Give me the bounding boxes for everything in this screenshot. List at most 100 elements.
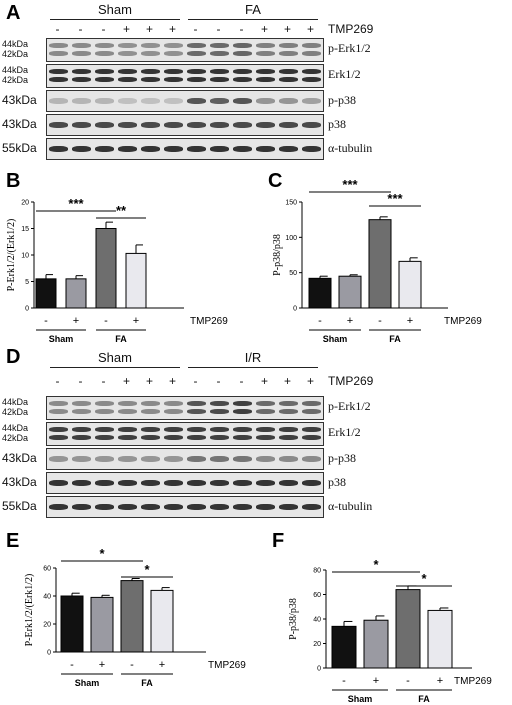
x-tick-label: - (130, 659, 134, 671)
protein-band (95, 504, 114, 510)
protein-band (302, 69, 321, 74)
molecular-weight-label: 42kDa (2, 407, 29, 417)
protein-band (256, 43, 275, 48)
protein-band (118, 77, 137, 82)
treatment-sign: + (168, 374, 176, 388)
group-label: Sham (75, 678, 100, 688)
treatment-sign: + (283, 22, 291, 36)
x-tick-label: - (104, 315, 108, 327)
protein-band (72, 456, 91, 462)
protein-band (279, 427, 298, 432)
bar-chart-f: 0 20 40 60 80 P-p38/p38 - + - + TMP269 Sham FA * * (288, 557, 492, 704)
protein-band (233, 504, 252, 510)
treatment-sign: - (193, 22, 198, 36)
treatment-sign: - (193, 374, 198, 388)
protein-band (187, 98, 206, 104)
bar (95, 228, 117, 309)
protein-band (233, 98, 252, 104)
protein-band (49, 427, 68, 432)
protein-name-label: p-p38 (328, 93, 356, 107)
blot-strip (46, 38, 324, 62)
protein-band (256, 146, 275, 152)
molecular-weight-label: 43kDa (2, 475, 37, 489)
group-label: I/R (244, 350, 262, 365)
x-tick-label: - (406, 675, 410, 687)
protein-band (72, 122, 91, 128)
protein-band (256, 122, 275, 128)
protein-band (49, 122, 68, 128)
protein-band (233, 401, 252, 406)
protein-band (95, 456, 114, 462)
protein-band (233, 43, 252, 48)
group-label: FA (141, 678, 153, 688)
protein-band (118, 69, 137, 74)
protein-band (141, 427, 160, 432)
protein-band (187, 456, 206, 462)
group-label: Sham (323, 334, 348, 344)
protein-band (256, 504, 275, 510)
protein-band (210, 122, 229, 128)
bar-chart-c: 0 50 100 150 P-p38/p38 - + - + TMP269 Sham FA *** *** (272, 177, 482, 344)
protein-band (141, 480, 160, 486)
protein-band (72, 43, 91, 48)
bar (308, 277, 332, 309)
protein-band (187, 504, 206, 510)
treatment-label: TMP269 (328, 22, 374, 36)
panel-letter-a: A (6, 2, 21, 24)
protein-name-label: p38 (328, 117, 346, 131)
protein-band (164, 480, 183, 486)
bar (331, 625, 357, 669)
panel-letter-f: F (272, 530, 285, 552)
blot-strip (46, 472, 324, 494)
protein-band (118, 504, 137, 510)
treatment-sign: + (122, 374, 130, 388)
protein-band (72, 146, 91, 152)
protein-band (118, 480, 137, 486)
protein-band (187, 69, 206, 74)
protein-band (187, 480, 206, 486)
treatment-sign: - (216, 374, 221, 388)
protein-band (210, 98, 229, 104)
significance-stars: * (144, 562, 150, 577)
protein-band (279, 69, 298, 74)
y-tick-label: 20 (313, 641, 321, 648)
significance-stars: *** (387, 191, 403, 206)
protein-band (72, 409, 91, 414)
protein-band (279, 122, 298, 128)
y-tick-label: 0 (293, 306, 297, 313)
group-label: Sham (98, 350, 132, 365)
protein-band (164, 409, 183, 414)
treatment-sign: - (239, 22, 244, 36)
treatment-sign: - (55, 374, 60, 388)
treatment-label: TMP269 (444, 316, 482, 327)
protein-band (141, 43, 160, 48)
bar (35, 278, 57, 309)
protein-band (164, 77, 183, 82)
x-tick-label: - (318, 315, 322, 327)
protein-band (187, 409, 206, 414)
molecular-weight-label: 43kDa (2, 117, 37, 131)
protein-band (279, 435, 298, 440)
protein-band (256, 98, 275, 104)
treatment-sign: - (239, 374, 244, 388)
protein-band (233, 456, 252, 462)
protein-band (164, 504, 183, 510)
protein-band (279, 98, 298, 104)
protein-band (95, 122, 114, 128)
protein-band (233, 409, 252, 414)
molecular-weight-label: 42kDa (2, 75, 29, 85)
protein-band (72, 51, 91, 56)
protein-band (72, 480, 91, 486)
molecular-weight-label: 42kDa (2, 433, 29, 443)
y-tick-label: 5 (25, 279, 29, 286)
protein-band (302, 401, 321, 406)
protein-band (141, 69, 160, 74)
protein-band (164, 427, 183, 432)
protein-band (302, 43, 321, 48)
protein-band (95, 51, 114, 56)
group-label: Sham (98, 2, 132, 17)
x-tick-label: + (373, 675, 379, 687)
protein-band (49, 69, 68, 74)
protein-band (72, 98, 91, 104)
protein-band (256, 401, 275, 406)
